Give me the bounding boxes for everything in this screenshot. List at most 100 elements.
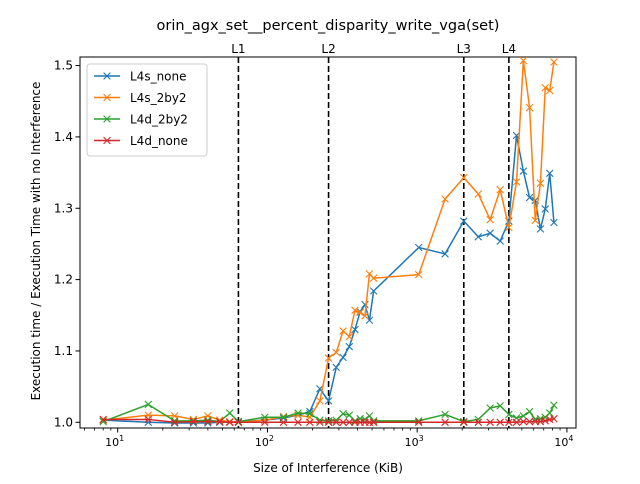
data-point-marker <box>339 409 347 418</box>
data-point-marker <box>345 418 354 427</box>
legend-marker <box>103 115 111 123</box>
data-point-marker <box>505 223 513 232</box>
x-tick-label-exponent: 3 <box>419 434 424 443</box>
data-point-marker <box>486 229 494 238</box>
data-point-marker <box>99 415 107 424</box>
data-point-marker <box>316 418 324 427</box>
data-point-marker <box>474 233 483 241</box>
data-point-marker <box>189 417 198 426</box>
y-tick-label: 1.2 <box>54 273 73 287</box>
cache-line-label: L4 <box>502 42 516 56</box>
data-point-marker <box>474 190 483 198</box>
data-point-marker <box>525 193 534 202</box>
x-tick-label-exponent: 1 <box>119 434 124 443</box>
data-point-marker <box>345 411 354 419</box>
data-point-marker <box>234 418 243 427</box>
data-point-marker <box>351 325 359 334</box>
data-point-marker <box>324 397 333 405</box>
data-point-marker <box>541 83 550 92</box>
data-point-marker <box>306 409 314 418</box>
data-point-marker <box>365 412 374 420</box>
data-point-marker <box>550 401 558 409</box>
data-point-marker <box>369 417 378 425</box>
data-point-marker <box>441 410 449 419</box>
data-point-marker <box>536 225 545 233</box>
x-tick-label-base: 10 <box>255 436 269 449</box>
data-point-marker <box>332 348 341 357</box>
data-point-marker <box>545 409 554 417</box>
x-tick-label-base: 10 <box>554 436 568 449</box>
data-point-marker <box>525 407 534 416</box>
data-point-marker <box>204 417 212 426</box>
data-point-marker <box>486 418 494 427</box>
x-tick-label-base: 10 <box>105 436 119 449</box>
data-point-marker <box>531 216 540 225</box>
legend-label: L4d_none <box>130 134 188 148</box>
data-point-marker <box>550 58 558 66</box>
cache-line-label: L3 <box>457 42 471 56</box>
data-point-marker <box>260 418 269 427</box>
data-point-marker <box>496 237 504 245</box>
data-point-marker <box>170 417 179 425</box>
data-point-marker <box>294 409 302 417</box>
legend-marker <box>103 72 111 80</box>
y-tick-label: 1.5 <box>54 59 73 73</box>
data-point-marker <box>339 327 347 335</box>
data-point-marker <box>204 416 212 424</box>
legend-box <box>86 63 208 157</box>
x-tick-label: 103 <box>405 434 424 449</box>
data-point-marker <box>441 195 449 203</box>
legend-marker <box>103 136 111 145</box>
data-point-marker <box>496 402 504 410</box>
data-point-marker <box>215 417 224 426</box>
data-point-marker <box>345 332 354 341</box>
data-point-marker <box>496 185 504 194</box>
x-tick-label: 101 <box>105 434 124 449</box>
data-point-marker <box>414 417 423 425</box>
data-point-marker <box>170 418 179 427</box>
legend-label: L4s_none <box>130 70 187 84</box>
y-tick-label: 1.1 <box>54 344 73 358</box>
data-point-marker <box>550 218 558 227</box>
data-point-marker <box>541 205 550 213</box>
y-tick-label: 1.3 <box>54 201 73 215</box>
chart-title: orin_agx_set__percent_disparity_write_vg… <box>157 18 500 34</box>
data-point-marker <box>512 178 521 186</box>
data-point-marker <box>496 418 504 427</box>
data-point-marker <box>369 418 378 427</box>
y-tick-label: 1.4 <box>54 130 73 144</box>
legend-label: L4d_2by2 <box>130 113 188 127</box>
data-point-marker <box>332 363 341 372</box>
data-point-marker <box>441 250 449 258</box>
data-point-marker <box>332 418 341 427</box>
data-point-marker <box>441 418 449 427</box>
data-point-marker <box>369 287 378 295</box>
cache-line-label: L1 <box>231 42 245 56</box>
data-point-marker <box>414 243 423 252</box>
series-l4d-none <box>99 414 558 427</box>
data-point-marker <box>345 342 354 351</box>
data-point-marker <box>351 306 359 315</box>
x-tick-label: 102 <box>255 434 274 449</box>
y-axis-label: Execution time / Execution Time with no … <box>29 82 43 401</box>
data-point-marker <box>294 418 302 427</box>
data-point-marker <box>512 418 521 427</box>
legend-entry: L4d_2by2 <box>94 113 188 127</box>
data-point-marker <box>525 417 534 426</box>
data-point-marker <box>316 397 324 405</box>
data-point-marker <box>414 418 423 427</box>
x-tick-label-exponent: 2 <box>269 434 274 443</box>
cache-line-label: L2 <box>321 42 335 56</box>
legend-entry: L4s_none <box>94 70 187 84</box>
data-point-marker <box>339 353 347 362</box>
x-tick-label-exponent: 4 <box>568 434 573 443</box>
data-point-marker <box>361 312 369 320</box>
data-point-marker <box>536 179 545 188</box>
data-point-marker <box>519 167 528 175</box>
data-point-marker <box>279 418 288 427</box>
data-point-marker <box>545 86 554 95</box>
data-point-marker <box>324 354 333 362</box>
